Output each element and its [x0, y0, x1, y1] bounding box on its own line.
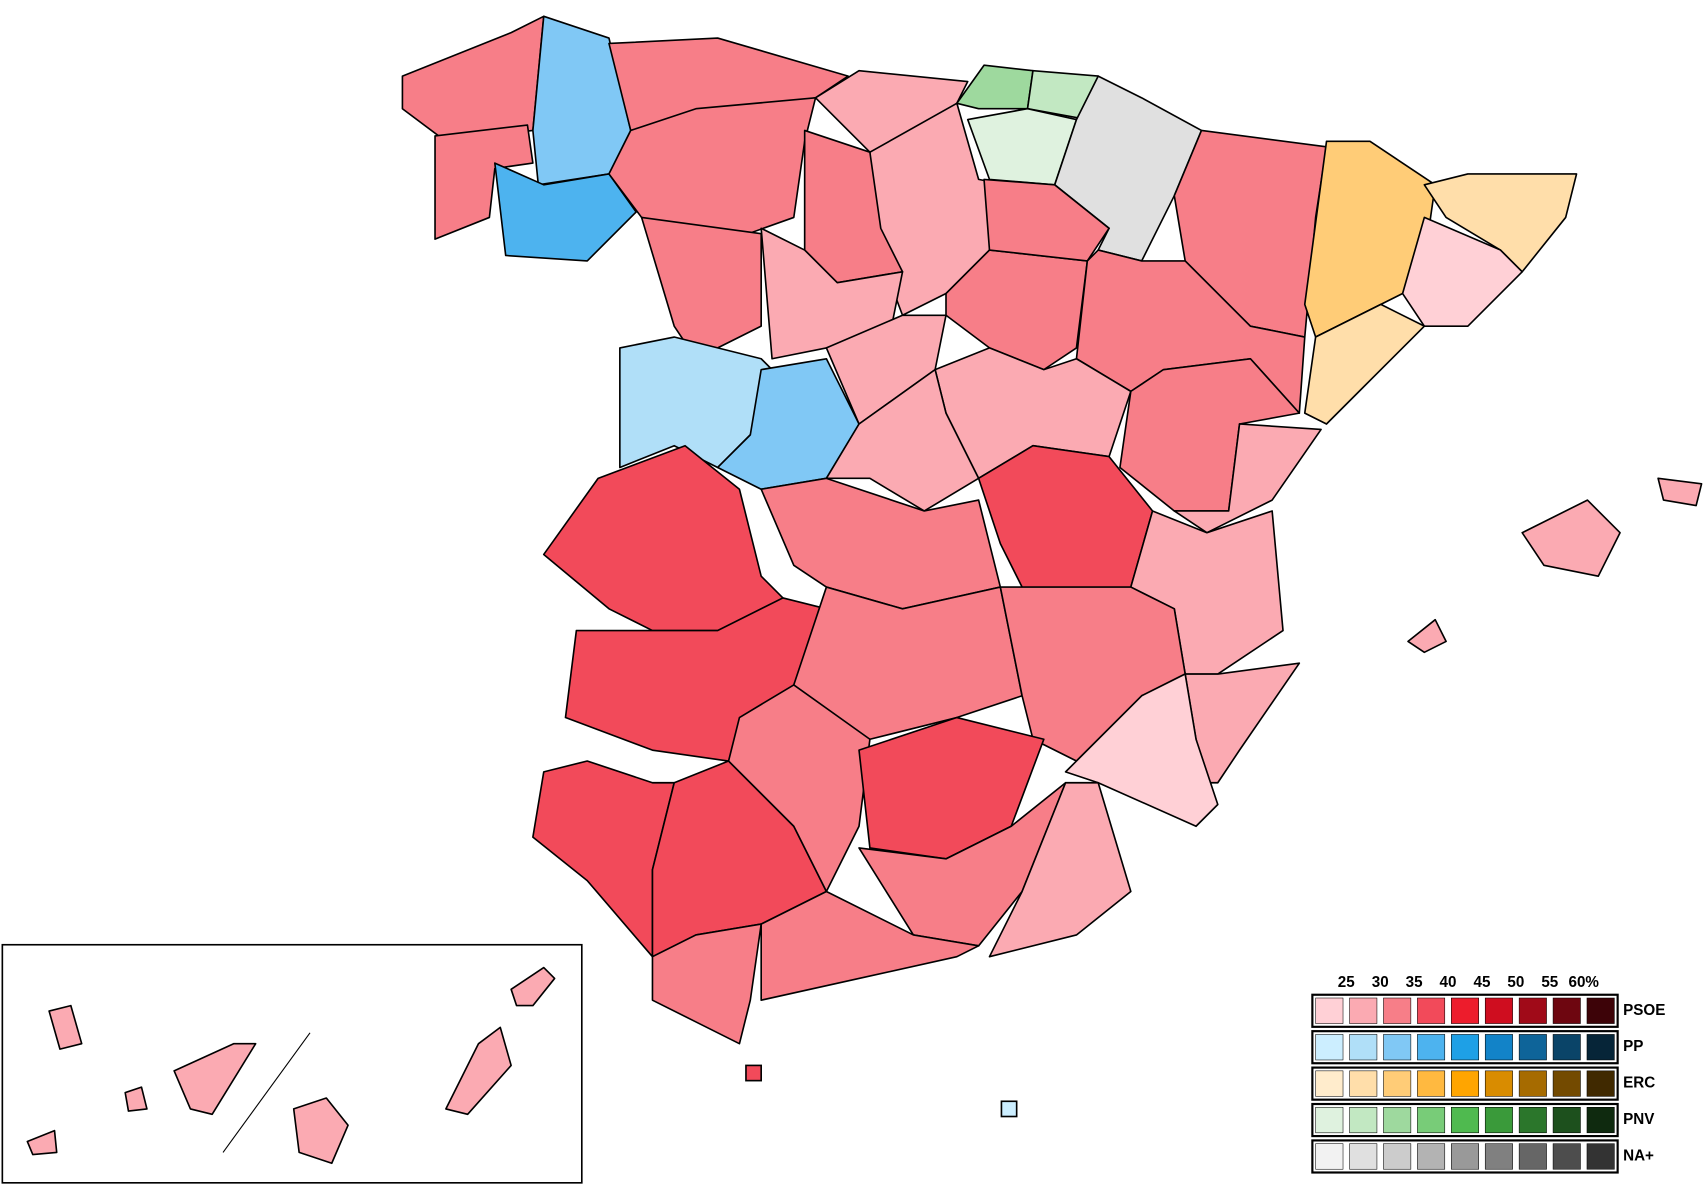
legend-swatch — [1383, 1070, 1412, 1097]
party-name: PSOE — [1623, 1002, 1665, 1019]
legend-row-frame — [1311, 1102, 1619, 1138]
legend-swatch — [1451, 997, 1479, 1024]
legend-swatch — [1484, 1034, 1513, 1061]
legend-swatch — [1518, 997, 1547, 1024]
legend-row-frame — [1311, 1066, 1619, 1101]
legend-swatch — [1451, 1034, 1479, 1061]
inset-divider — [222, 1032, 311, 1153]
threshold-label: 50 — [1507, 974, 1524, 991]
legend-swatch — [1349, 1143, 1378, 1170]
legend-row-frame — [1311, 1139, 1619, 1174]
legend-swatch — [1383, 1106, 1412, 1134]
legend-swatch — [1315, 1143, 1344, 1170]
legend-swatch — [1484, 1070, 1513, 1097]
legend-swatch — [1349, 1034, 1378, 1061]
provinces — [26, 15, 1703, 1165]
inset-frame — [1, 943, 583, 1184]
legend-swatch — [1451, 1143, 1479, 1170]
legend-swatch — [1586, 1034, 1615, 1061]
legend-row-frame — [1311, 993, 1619, 1028]
legend-swatch — [1518, 1143, 1547, 1170]
threshold-label: 40 — [1440, 974, 1457, 991]
legend-swatch — [1315, 997, 1344, 1024]
legend-swatch — [1417, 1143, 1446, 1170]
legend-swatch — [1518, 1070, 1547, 1097]
threshold-label: 25 — [1338, 974, 1355, 991]
legend-swatch — [1349, 997, 1378, 1024]
legend-swatch — [1586, 1070, 1615, 1097]
legend-swatch — [1417, 997, 1446, 1024]
legend-swatch — [1484, 1106, 1513, 1134]
legend-swatch — [1417, 1034, 1446, 1061]
legend-swatch — [1349, 1106, 1378, 1134]
threshold-label: 55 — [1541, 974, 1558, 991]
legend-swatch — [1552, 1143, 1581, 1170]
legend-swatch — [1451, 1070, 1479, 1097]
legend-swatch — [1552, 1106, 1581, 1134]
legend-swatch — [1451, 1106, 1479, 1134]
legend-swatch — [1349, 1070, 1378, 1097]
party-name: PNV — [1623, 1111, 1655, 1128]
threshold-label: 45 — [1473, 974, 1490, 991]
legend-swatch — [1518, 1106, 1547, 1134]
threshold-label: 30 — [1372, 974, 1389, 991]
legend-swatch — [1518, 1034, 1547, 1061]
legend-swatch — [1383, 1143, 1412, 1170]
party-name: ERC — [1623, 1075, 1655, 1092]
legend-swatch — [1552, 1034, 1581, 1061]
legend-swatch — [1586, 997, 1615, 1024]
legend-row-frame — [1311, 1030, 1619, 1065]
legend-swatch — [1552, 1070, 1581, 1097]
legend-swatch — [1586, 1143, 1615, 1170]
legend-swatch — [1315, 1106, 1344, 1134]
party-name: PP — [1623, 1038, 1643, 1055]
legend-swatch — [1315, 1034, 1344, 1061]
legend-swatch — [1315, 1070, 1344, 1097]
threshold-label: 35 — [1406, 974, 1423, 991]
legend-swatch — [1383, 1034, 1412, 1061]
legend: 25 30 35 40 45 50 55 60% PSOE PP ERC PNV NA+ — [1311, 974, 1665, 1174]
legend-swatch — [1417, 1070, 1446, 1097]
legend-swatch — [1484, 1143, 1513, 1170]
threshold-label: 60% — [1568, 974, 1599, 991]
legend-swatch — [1586, 1106, 1615, 1134]
legend-swatch — [1383, 997, 1412, 1024]
legend-swatch — [1484, 997, 1513, 1024]
legend-swatch — [1417, 1106, 1446, 1134]
party-name: NA+ — [1623, 1147, 1654, 1164]
legend-swatch — [1552, 997, 1581, 1024]
